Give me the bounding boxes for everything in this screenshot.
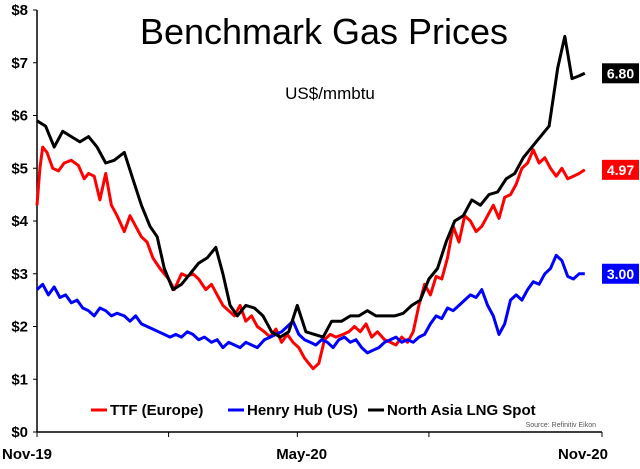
series-line <box>35 145 586 371</box>
y-tick-label: $4 <box>11 213 28 230</box>
axes <box>36 10 602 433</box>
series-lines <box>35 34 586 371</box>
y-tick-label: $3 <box>11 266 28 283</box>
end-label-box <box>602 63 639 84</box>
legend: TTF (Europe) Henry Hub (US) North Asia LNG… <box>91 402 536 419</box>
source-note: Source: Refinitiv Eikon <box>526 422 597 429</box>
y-tick-label: $0 <box>11 424 28 441</box>
y-tick-label: $8 <box>11 2 28 19</box>
end-label-value: 4.97 <box>607 162 634 178</box>
x-tick-label: May-20 <box>276 446 327 463</box>
x-tick-label: Nov-19 <box>2 446 52 463</box>
end-label-box <box>602 263 639 284</box>
y-tick-label: $6 <box>11 108 28 125</box>
legend-label: TTF (Europe) <box>110 402 203 419</box>
y-tick-label: $2 <box>11 319 28 336</box>
end-label-value: 3.00 <box>607 266 634 282</box>
y-tick-label: $1 <box>11 371 28 388</box>
chart-title: Benchmark Gas Prices <box>140 11 508 52</box>
y-axis-ticks: $0 $1 $2 $3 $4 $5 $6 $7 $8 <box>11 2 37 441</box>
legend-label: North Asia LNG Spot <box>387 402 536 419</box>
end-label-value: 6.80 <box>607 65 634 81</box>
end-label-box <box>602 159 639 180</box>
x-axis-ticks: Nov-19 May-20 Nov-20 <box>2 432 608 463</box>
x-tick-label: Nov-20 <box>558 446 608 463</box>
series-line <box>35 253 585 355</box>
end-labels: 4.97 3.00 6.80 <box>602 63 639 284</box>
y-tick-label: $5 <box>11 160 28 177</box>
series-line <box>36 34 586 339</box>
legend-label: Henry Hub (US) <box>247 402 358 419</box>
chart-subtitle: US$/mmbtu <box>285 84 375 103</box>
y-tick-label: $7 <box>11 55 28 72</box>
